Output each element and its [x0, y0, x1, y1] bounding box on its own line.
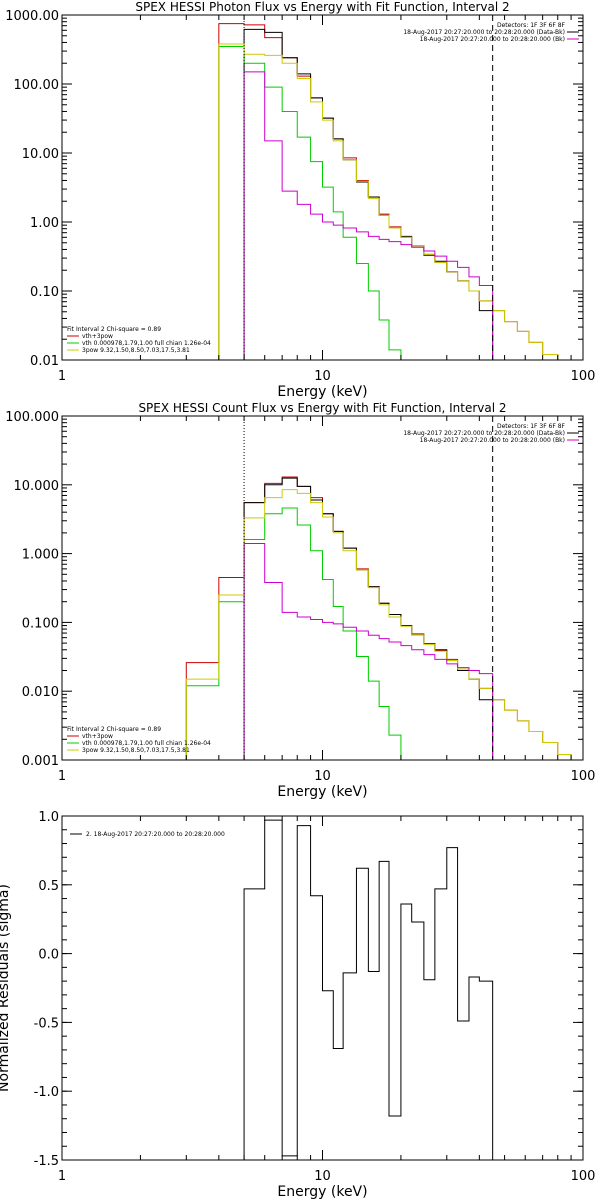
legend-tr-entry: Detectors: 1F 3F 6F 8F [497, 423, 566, 430]
y-tick-label: 1.00 [30, 216, 59, 231]
legend-tr-entry: Detectors: 1F 3F 6F 8F [497, 22, 566, 29]
y-tick-label: 0.100 [22, 616, 59, 631]
plot-1-xlabel: Energy (keV) [277, 384, 367, 400]
y-tick-label: 10.00 [22, 147, 59, 162]
series-2-2-line [243, 477, 494, 760]
x-tick-label: 1 [58, 1169, 66, 1184]
y-tick-label: 1.0 [38, 810, 59, 825]
plot-2-xlabel: Energy (keV) [277, 784, 367, 800]
plot-3-data [243, 819, 494, 1160]
y-tick-label: 0.01 [30, 354, 59, 369]
plot-1: 1 10 100 0.01 0.10 1.00 10.00 100.00 1000.00 SPEX… [5, 0, 595, 400]
plot-1-title: SPEX HESSI Photon Flux vs Energy with Fi… [135, 0, 509, 14]
legend-bl-entry: 3pow 9.32,1.50,8.50,7.03,17.5,3.81 [82, 747, 190, 754]
y-tick-label: -1.5 [34, 1154, 59, 1169]
y-tick-label: 10.000 [14, 479, 60, 494]
plot-3-xlabel: Energy (keV) [277, 1184, 367, 1200]
y-tick-label: 100.00 [14, 78, 60, 93]
legend-tr-entry: 18-Aug-2017 20:27:20.000 to 20:28:20.000… [403, 29, 565, 36]
legend-bl-entry: vth 0.000978,1.79,1.00 full chian 1.26e-… [82, 340, 211, 347]
legend-tr-entry: 18-Aug-2017 20:27:20.000 to 20:28:20.000… [403, 430, 565, 437]
x-tick-label: 1 [58, 769, 66, 784]
legend-bl-entry: vth+3pow [82, 333, 113, 340]
series-3-1-line [243, 819, 494, 1160]
legend-tl-entry: 2. 18-Aug-2017 20:27:20.000 to 20:28:20.… [86, 831, 225, 838]
series-1-4-line [218, 43, 559, 360]
y-tick-label: 0.010 [22, 685, 59, 700]
x-tick-label: 100 [571, 1169, 596, 1184]
y-tick-label: 0.0 [38, 948, 59, 963]
plot-3: 1 10 100 -1.5 -1.0 -0.5 0.0 0.5 1.0 Energy (keV) N… [0, 810, 595, 1200]
x-tick-label: 100 [571, 769, 596, 784]
plot-2: 1 10 100 0.001 0.010 0.100 1.000 10.000 100.000 S… [5, 401, 595, 800]
legend-tr-entry: 18-Aug-2017 20:27:20.000 to 20:28:20.000… [420, 437, 565, 444]
x-tick-label: 10 [314, 369, 331, 384]
legend-bl-entry: vth+3pow [82, 733, 113, 740]
legend-bl-entry: 3pow 9.32,1.50,8.50,7.03,17.5,3.81 [82, 347, 190, 354]
x-tick-label: 10 [314, 769, 331, 784]
plot-3-ylabel: Normalized Residuals (sigma) [0, 884, 12, 1092]
legend-tr-entry: 18-Aug-2017 20:27:20.000 to 20:28:20.000… [420, 36, 565, 43]
legend-bl-entry: Fit Interval 2 Chi-square = 0.89 [67, 326, 161, 333]
x-tick-label: 1 [58, 369, 66, 384]
plot-2-data [185, 476, 572, 760]
plot-2-title: SPEX HESSI Count Flux vs Energy with Fit… [138, 401, 506, 415]
series-1-3-line [218, 45, 402, 360]
legend-bl-entry: vth 0.000978,1.79,1.00 full chian 1.26e-… [82, 740, 211, 747]
y-tick-label: 0.10 [30, 285, 59, 300]
y-tick-label: 1.000 [22, 548, 59, 563]
y-tick-label: 100.000 [5, 410, 59, 425]
y-tick-label: -0.5 [34, 1016, 59, 1031]
plot-1-data [218, 23, 559, 360]
x-tick-label: 10 [314, 1169, 331, 1184]
series-2-4-line [185, 489, 572, 760]
series-1-5-line [243, 71, 494, 360]
series-2-5-line [243, 543, 494, 760]
y-tick-label: 1000.00 [5, 9, 59, 24]
series-1-1-line [218, 23, 559, 360]
x-tick-label: 100 [571, 369, 596, 384]
legend-bl-entry: Fit Interval 2 Chi-square = 0.89 [67, 726, 161, 733]
y-tick-label: 0.5 [38, 879, 59, 894]
y-tick-label: 0.001 [22, 754, 59, 769]
y-tick-label: -1.0 [34, 1085, 59, 1100]
